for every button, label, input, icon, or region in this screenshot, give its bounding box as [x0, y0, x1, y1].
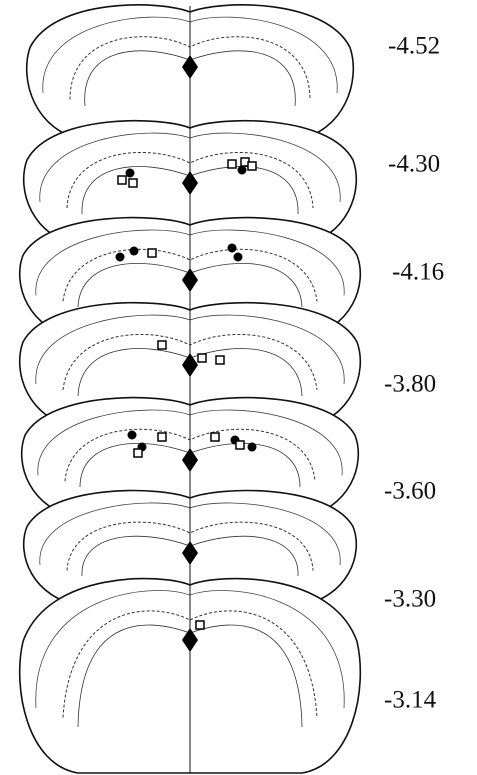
section-label: -4.52 [388, 33, 440, 60]
lesion-dot [238, 166, 247, 175]
site-square [148, 249, 156, 257]
site-square [228, 160, 236, 168]
site-square [211, 433, 219, 441]
lesion-dot [128, 431, 137, 440]
section-label: -3.30 [384, 586, 436, 613]
site-square [158, 433, 166, 441]
lesion-dot [126, 169, 135, 178]
section-label: -3.60 [384, 478, 436, 505]
figure: -4.52 -4.30 -4.16 -3.80 -3.60 -3.30 -3.1… [0, 0, 477, 775]
lesion-dot [248, 443, 257, 452]
lesion-dot [130, 247, 139, 256]
section-label: -4.30 [388, 151, 440, 178]
section-label: -4.16 [392, 259, 444, 286]
site-square [129, 179, 137, 187]
site-square [198, 354, 206, 362]
lesion-dot [228, 244, 237, 253]
site-square [216, 356, 224, 364]
lesion-dot [234, 253, 243, 262]
site-square [196, 621, 204, 629]
brain-sections [20, 5, 361, 773]
site-square [236, 441, 244, 449]
lesion-dot [116, 253, 125, 262]
section-label: -3.14 [384, 687, 437, 714]
site-square [134, 449, 142, 457]
section-label: -3.80 [384, 371, 436, 398]
site-square [118, 176, 126, 184]
site-square [248, 162, 256, 170]
site-square [158, 341, 166, 349]
